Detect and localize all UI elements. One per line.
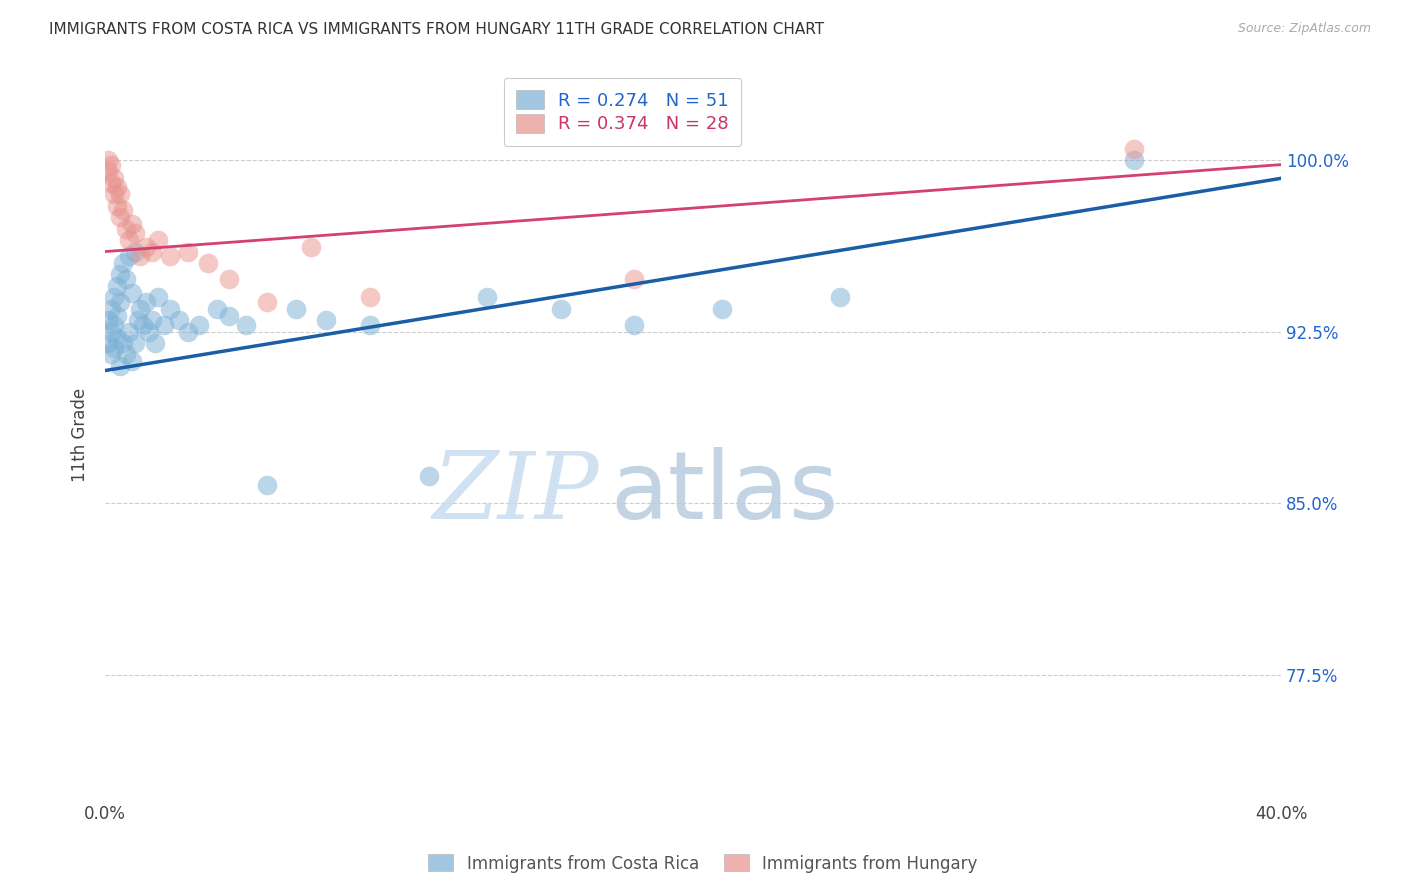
Point	[100, 325, 122, 339]
Point	[103, 318, 125, 332]
Y-axis label: 11th Grade: 11th Grade	[72, 387, 89, 482]
Point	[97, 164, 120, 178]
Point	[114, 221, 136, 235]
Point	[97, 336, 120, 351]
Point	[711, 301, 734, 316]
Point	[111, 203, 134, 218]
Point	[124, 226, 146, 240]
Point	[100, 301, 122, 316]
Point	[299, 240, 322, 254]
Point	[477, 290, 499, 304]
Point	[623, 272, 645, 286]
Legend: R = 0.274   N = 51, R = 0.374   N = 28: R = 0.274 N = 51, R = 0.374 N = 28	[503, 78, 741, 146]
Point	[146, 233, 169, 247]
Point	[111, 256, 134, 270]
Point	[138, 325, 160, 339]
Point	[176, 325, 198, 339]
Point	[108, 359, 131, 373]
Point	[828, 290, 851, 304]
Point	[153, 318, 176, 332]
Point	[176, 244, 198, 259]
Point	[97, 313, 120, 327]
Point	[97, 153, 120, 167]
Point	[108, 268, 131, 282]
Point	[103, 290, 125, 304]
Point	[105, 331, 128, 345]
Point	[188, 318, 211, 332]
Point	[218, 309, 240, 323]
Point	[623, 318, 645, 332]
Point	[105, 278, 128, 293]
Legend: Immigrants from Costa Rica, Immigrants from Hungary: Immigrants from Costa Rica, Immigrants f…	[422, 847, 984, 880]
Point	[114, 272, 136, 286]
Point	[359, 318, 381, 332]
Point	[135, 294, 157, 309]
Point	[205, 301, 228, 316]
Point	[418, 468, 440, 483]
Point	[146, 290, 169, 304]
Point	[1123, 153, 1146, 167]
Point	[143, 336, 166, 351]
Text: ZIP: ZIP	[433, 448, 599, 538]
Point	[108, 211, 131, 225]
Point	[103, 187, 125, 202]
Point	[132, 318, 155, 332]
Point	[124, 336, 146, 351]
Point	[121, 354, 143, 368]
Point	[167, 313, 190, 327]
Point	[135, 240, 157, 254]
Point	[105, 180, 128, 194]
Point	[100, 347, 122, 361]
Point	[111, 336, 134, 351]
Point	[129, 249, 152, 263]
Point	[114, 347, 136, 361]
Point	[141, 244, 163, 259]
Point	[105, 309, 128, 323]
Point	[121, 285, 143, 300]
Point	[256, 478, 278, 492]
Point	[1123, 142, 1146, 156]
Point	[359, 290, 381, 304]
Point	[121, 217, 143, 231]
Point	[100, 176, 122, 190]
Point	[159, 301, 181, 316]
Point	[118, 249, 141, 263]
Point	[235, 318, 257, 332]
Point	[100, 158, 122, 172]
Point	[108, 294, 131, 309]
Text: Source: ZipAtlas.com: Source: ZipAtlas.com	[1237, 22, 1371, 36]
Point	[550, 301, 572, 316]
Point	[315, 313, 337, 327]
Point	[285, 301, 308, 316]
Text: IMMIGRANTS FROM COSTA RICA VS IMMIGRANTS FROM HUNGARY 11TH GRADE CORRELATION CHA: IMMIGRANTS FROM COSTA RICA VS IMMIGRANTS…	[49, 22, 824, 37]
Point	[159, 249, 181, 263]
Point	[129, 301, 152, 316]
Point	[103, 341, 125, 355]
Point	[108, 187, 131, 202]
Point	[127, 313, 149, 327]
Point	[197, 256, 219, 270]
Point	[141, 313, 163, 327]
Point	[218, 272, 240, 286]
Point	[124, 244, 146, 259]
Point	[103, 171, 125, 186]
Point	[118, 233, 141, 247]
Point	[105, 199, 128, 213]
Text: atlas: atlas	[610, 447, 839, 539]
Point	[256, 294, 278, 309]
Point	[118, 325, 141, 339]
